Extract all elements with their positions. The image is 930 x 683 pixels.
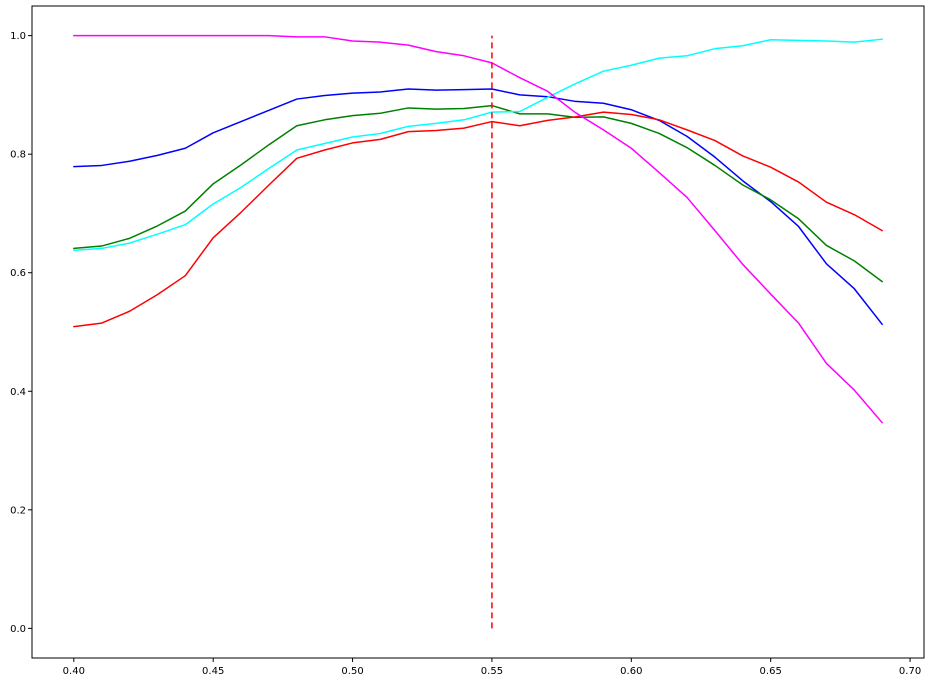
x-tick-label: 0.40 [63, 666, 85, 677]
plot-area [31, 5, 925, 659]
x-tick-label: 0.55 [481, 666, 503, 677]
y-tick-label: 0.6 [10, 268, 26, 279]
y-axis: 0.0 0.2 0.4 0.6 0.8 1.0 [10, 31, 32, 635]
y-tick-label: 0.0 [10, 624, 26, 635]
series-line-3 [73, 38, 883, 251]
series-line-1 [73, 88, 883, 326]
y-tick-label: 0.2 [10, 505, 26, 516]
series-line-2 [73, 104, 883, 283]
series-line-4 [73, 111, 883, 328]
series-line-5 [73, 34, 883, 424]
y-tick-label: 1.0 [10, 31, 26, 42]
x-axis: 0.40 0.45 0.50 0.55 0.60 0.65 0.70 [63, 658, 921, 677]
y-tick-label: 0.8 [10, 150, 26, 161]
series-layer [73, 34, 883, 424]
x-tick-label: 0.60 [620, 666, 642, 677]
x-tick-label: 0.65 [760, 666, 782, 677]
y-tick-label: 0.4 [10, 387, 26, 398]
x-tick-label: 0.50 [341, 666, 363, 677]
x-tick-label: 0.45 [202, 666, 224, 677]
x-tick-label: 0.70 [899, 666, 921, 677]
